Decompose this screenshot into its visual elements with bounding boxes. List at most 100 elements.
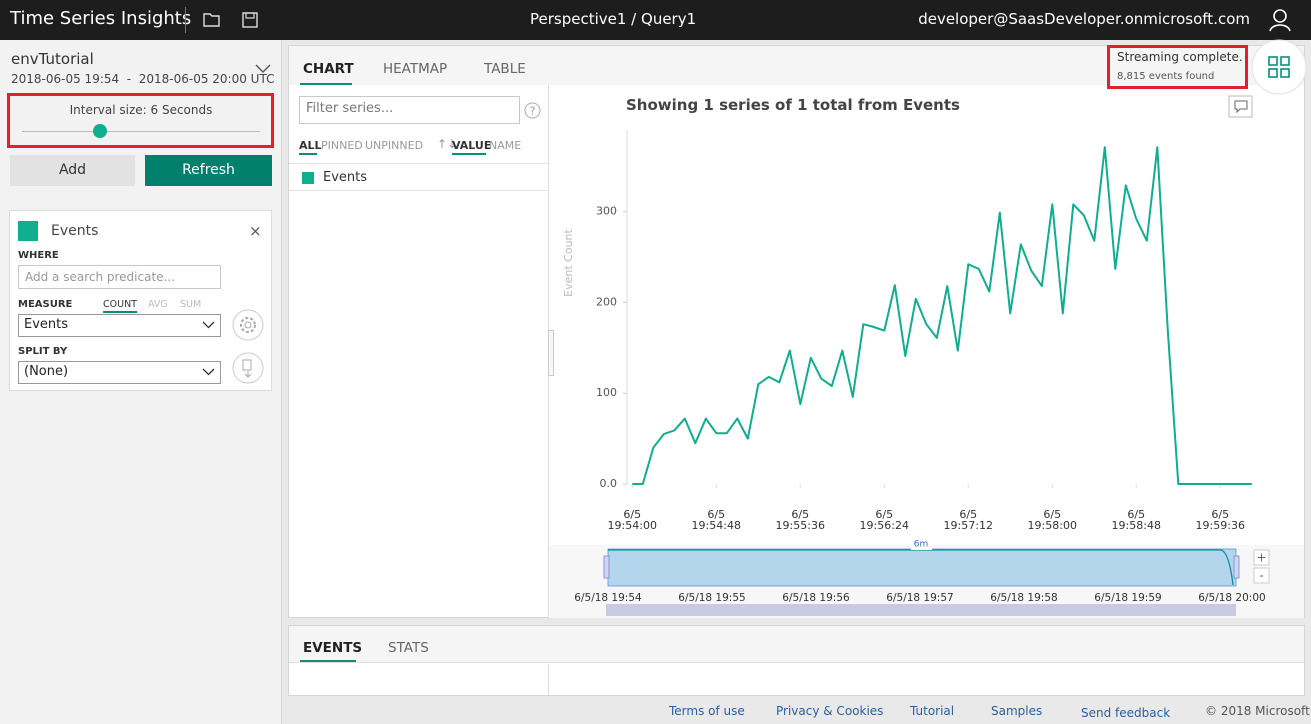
env-chevron[interactable]: [255, 64, 271, 74]
y-tick-label: 100: [596, 386, 617, 399]
tab-underline: [300, 83, 352, 85]
bottom-tab-bar: [289, 626, 1304, 663]
measure-select[interactable]: Events: [18, 314, 221, 337]
slider-track: [22, 131, 260, 132]
user-icon[interactable]: [1268, 8, 1292, 32]
tab[interactable]: STATS: [388, 640, 429, 656]
footer-link[interactable]: Samples: [991, 704, 1043, 718]
footer-link[interactable]: Terms of use: [669, 704, 745, 718]
brush-label: 6/5/18 19:54: [574, 592, 642, 604]
where-input[interactable]: Add a search predicate...: [18, 265, 221, 289]
chart: Showing 1 series of 1 total from Events …: [549, 95, 1304, 618]
environment-name[interactable]: envTutorial: [11, 50, 94, 68]
x-tick-date: 6/5: [959, 508, 977, 521]
y-tick-label: 200: [596, 295, 617, 308]
tab-underline: [300, 660, 356, 662]
series-row[interactable]: [289, 163, 548, 191]
split-label: SPLIT BY: [18, 346, 68, 357]
brush-label: 6/5/18 19:56: [782, 592, 850, 604]
duplicate-button[interactable]: [232, 352, 264, 384]
x-tick-time: 19:54:48: [692, 519, 741, 532]
slider-thumb[interactable]: [93, 124, 107, 138]
tab[interactable]: CHART: [303, 61, 354, 77]
interval-label: Interval size: 6 Seconds: [69, 103, 213, 117]
tab[interactable]: EVENTS: [303, 640, 363, 656]
series-swatch: [302, 172, 314, 184]
x-tick-date: 6/5: [1211, 508, 1229, 521]
x-tick-date: 6/5: [623, 508, 641, 521]
brush-duration: 6m: [914, 540, 929, 550]
brush-handle[interactable]: [603, 555, 610, 579]
x-tick-date: 6/5: [707, 508, 725, 521]
perspective-title: Perspective1 / Query1: [530, 10, 697, 28]
refresh-button[interactable]: Refresh: [145, 155, 272, 186]
brush-selection[interactable]: [607, 548, 1237, 587]
measure-label: MEASURE: [18, 299, 73, 310]
annotation-icon: [1234, 100, 1248, 114]
copyright: © 2018 Microsoft: [1205, 704, 1310, 718]
settings-button[interactable]: [232, 309, 264, 341]
app-title: Time Series Insights: [10, 8, 192, 29]
footer-link[interactable]: Send feedback: [1081, 706, 1171, 720]
split-select[interactable]: (None): [18, 361, 221, 384]
footer-link[interactable]: Tutorial: [910, 704, 955, 718]
user-email[interactable]: developer@SaasDeveloper.onmicrosoft.com: [918, 10, 1250, 28]
sort-icon[interactable]: ↑↓: [437, 137, 458, 151]
series-swatch: [18, 221, 38, 241]
x-tick-time: 19:57:12: [944, 519, 993, 532]
series-name[interactable]: Events: [323, 170, 368, 185]
brush-label: 6/5/18 19:57: [886, 592, 953, 604]
splitter-handle[interactable]: [548, 330, 554, 376]
svg-text:?: ?: [530, 105, 536, 118]
brush-label: 6/5/18 19:55: [678, 592, 745, 604]
y-tick-label: 0.0: [600, 477, 618, 490]
filter-option[interactable]: PINNED: [321, 139, 363, 152]
header-icons[interactable]: [203, 11, 273, 29]
brush-label: 6/5/18 19:59: [1094, 592, 1161, 604]
x-tick-date: 6/5: [791, 508, 809, 521]
y-tick-label: 300: [596, 205, 617, 218]
time-range: 2018-06-05 19:54 - 2018-06-05 20:00 UTC: [11, 72, 275, 86]
zoom-in[interactable]: [1253, 549, 1270, 566]
close-icon[interactable]: ×: [249, 222, 262, 240]
zoom-out[interactable]: [1253, 567, 1270, 584]
filter-option[interactable]: UNPINNED: [365, 139, 424, 152]
sort-underline: [452, 153, 486, 155]
event-count: 8,815 events found: [1117, 71, 1215, 82]
sort-option[interactable]: NAME: [489, 139, 522, 152]
brush-line: [608, 549, 1234, 586]
filter-underline: [299, 153, 317, 155]
select-chevron: [202, 321, 215, 329]
measure-option[interactable]: AVG: [148, 299, 168, 310]
sort-option[interactable]: VALUE: [452, 139, 492, 152]
x-tick-time: 19:59:36: [1196, 519, 1245, 532]
tab[interactable]: TABLE: [484, 61, 526, 77]
x-tick-time: 19:54:00: [608, 519, 657, 532]
highlight-box: [7, 93, 274, 148]
grid-view-button[interactable]: [1250, 39, 1308, 97]
query-card: [9, 210, 272, 391]
brush-overview: [606, 604, 1236, 616]
series-line: [632, 146, 1252, 485]
measure-option[interactable]: COUNT: [103, 299, 137, 310]
help-icon[interactable]: ?: [524, 102, 541, 119]
where-label: WHERE: [18, 250, 59, 261]
filter-option[interactable]: ALL: [299, 139, 322, 152]
series-name: Events: [51, 223, 99, 239]
x-tick-time: 19:58:00: [1028, 519, 1077, 532]
panel-divider: [548, 664, 549, 695]
footer-link[interactable]: Privacy & Cookies: [776, 704, 884, 718]
status-message: Streaming complete.: [1117, 50, 1243, 64]
brush-duration-bg: [911, 538, 932, 550]
highlight-box: [1107, 45, 1248, 89]
brush-handle[interactable]: [1233, 555, 1240, 579]
x-tick-date: 6/5: [875, 508, 893, 521]
add-button[interactable]: Add: [10, 155, 135, 186]
tab[interactable]: HEATMAP: [383, 61, 448, 77]
measure-underline: [103, 311, 137, 313]
x-tick-time: 19:56:24: [860, 519, 909, 532]
annotation-button[interactable]: [1228, 95, 1253, 118]
measure-option[interactable]: SUM: [180, 299, 202, 310]
filter-input[interactable]: Filter series...: [299, 96, 520, 124]
